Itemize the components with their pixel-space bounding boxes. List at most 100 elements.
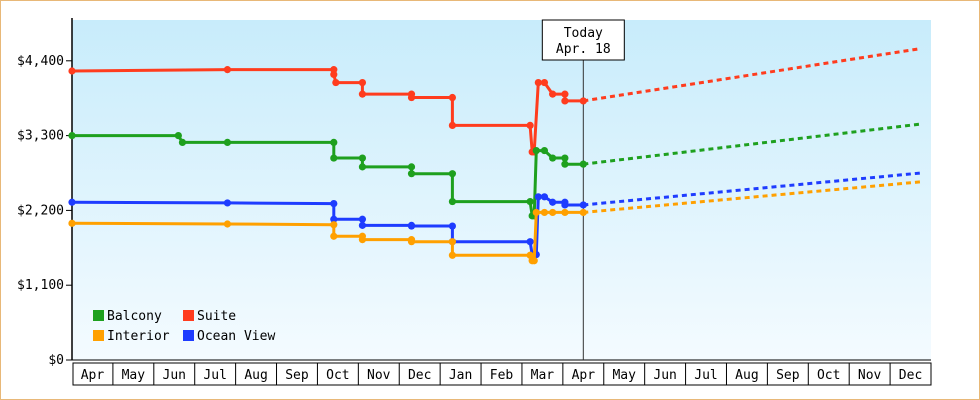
interior-point <box>407 238 416 246</box>
balcony-point <box>407 163 416 171</box>
suite-point <box>358 78 367 87</box>
suite-point <box>540 78 549 87</box>
plot-background <box>72 20 931 360</box>
suite-point <box>561 90 569 98</box>
suite-point <box>561 97 569 105</box>
month-label: Apr <box>81 368 105 383</box>
interior-point <box>68 219 76 227</box>
interior-point <box>330 232 338 240</box>
ocean-view-point <box>540 193 549 201</box>
ocean-view-point <box>358 221 367 229</box>
month-label: Aug <box>735 368 758 383</box>
today-title: Today <box>564 26 603 41</box>
balcony-forecast-line <box>583 122 921 166</box>
suite-series <box>68 47 922 156</box>
ocean-view-point <box>579 201 587 209</box>
month-label: Oct <box>817 368 840 383</box>
ocean-view-point <box>68 198 76 206</box>
suite-point <box>549 90 557 98</box>
suite-point <box>358 90 367 98</box>
legend-item: Ocean View <box>183 329 275 344</box>
suite-point <box>526 121 534 129</box>
suite-point <box>448 93 457 102</box>
month-label: Jun <box>653 368 676 383</box>
interior-point <box>540 208 549 217</box>
today-date: Apr. 18 <box>556 42 611 57</box>
legend-swatch <box>183 310 194 321</box>
ocean-view-point <box>330 215 338 223</box>
suite-point <box>448 121 457 129</box>
month-label: Nov <box>367 368 391 383</box>
legend-label: Balcony <box>107 309 162 324</box>
ocean-view-point <box>407 222 416 230</box>
legend-label: Ocean View <box>197 329 275 344</box>
month-label: Mar <box>531 368 555 383</box>
month-label: Nov <box>858 368 882 383</box>
month-label: May <box>612 368 636 383</box>
balcony-point <box>358 154 367 162</box>
ocean-view-point <box>526 238 534 246</box>
ocean-view-point <box>358 215 367 223</box>
legend-swatch <box>93 310 104 321</box>
month-label: Dec <box>899 368 922 383</box>
legend-label: Suite <box>197 309 236 324</box>
month-label: May <box>122 368 146 383</box>
month-label: Feb <box>490 368 514 383</box>
interior-point <box>561 208 569 217</box>
month-label: Sep <box>776 368 800 383</box>
balcony-point <box>448 170 457 178</box>
month-label: Sep <box>285 368 309 383</box>
ocean-view-point <box>330 200 338 208</box>
month-label: Apr <box>572 368 596 383</box>
ocean-view-point <box>561 201 569 209</box>
interior-forecast-line <box>583 180 921 214</box>
balcony-point <box>561 154 569 162</box>
month-label: Oct <box>326 368 349 383</box>
month-label: Dec <box>408 368 431 383</box>
balcony-point <box>407 170 416 178</box>
balcony-point <box>178 138 187 146</box>
month-label: Jun <box>163 368 186 383</box>
y-tick-label: $4,400 <box>17 54 64 69</box>
ocean-view-point <box>549 198 557 206</box>
ocean-view-point <box>534 193 542 201</box>
legend-swatch <box>183 330 194 341</box>
suite-point <box>330 70 338 78</box>
suite-forecast-line <box>583 47 922 103</box>
legend-label: Interior <box>107 329 170 344</box>
y-tick-label: $3,300 <box>17 129 64 144</box>
interior-point <box>330 221 338 229</box>
interior-point <box>448 238 457 246</box>
balcony-point <box>448 197 457 206</box>
balcony-point <box>330 138 338 146</box>
balcony-point <box>174 132 182 140</box>
interior-point <box>526 251 534 259</box>
balcony-point <box>526 197 534 206</box>
legend-item: Balcony <box>93 309 162 324</box>
balcony-point <box>579 160 587 168</box>
ocean-view-point <box>448 222 457 230</box>
balcony-point <box>330 154 338 162</box>
legend-item: Suite <box>183 309 236 324</box>
interior-point <box>223 220 232 228</box>
balcony-point <box>549 154 557 162</box>
interior-point <box>549 208 557 217</box>
balcony-point <box>358 163 367 171</box>
balcony-point <box>532 146 540 155</box>
legend-item: Interior <box>93 329 170 344</box>
ocean-view-point <box>223 199 232 207</box>
interior-point <box>532 208 540 217</box>
month-label: Jul <box>694 368 717 383</box>
balcony-point <box>68 132 76 140</box>
suite-point <box>407 93 416 102</box>
legend-swatch <box>93 330 104 341</box>
suite-point <box>223 66 232 74</box>
suite-point <box>68 67 76 75</box>
balcony-point <box>561 160 569 168</box>
balcony-point <box>223 138 232 146</box>
interior-point <box>579 208 587 217</box>
ocean-view-forecast-line <box>583 171 921 207</box>
month-label: Aug <box>244 368 267 383</box>
interior-point <box>530 257 538 265</box>
